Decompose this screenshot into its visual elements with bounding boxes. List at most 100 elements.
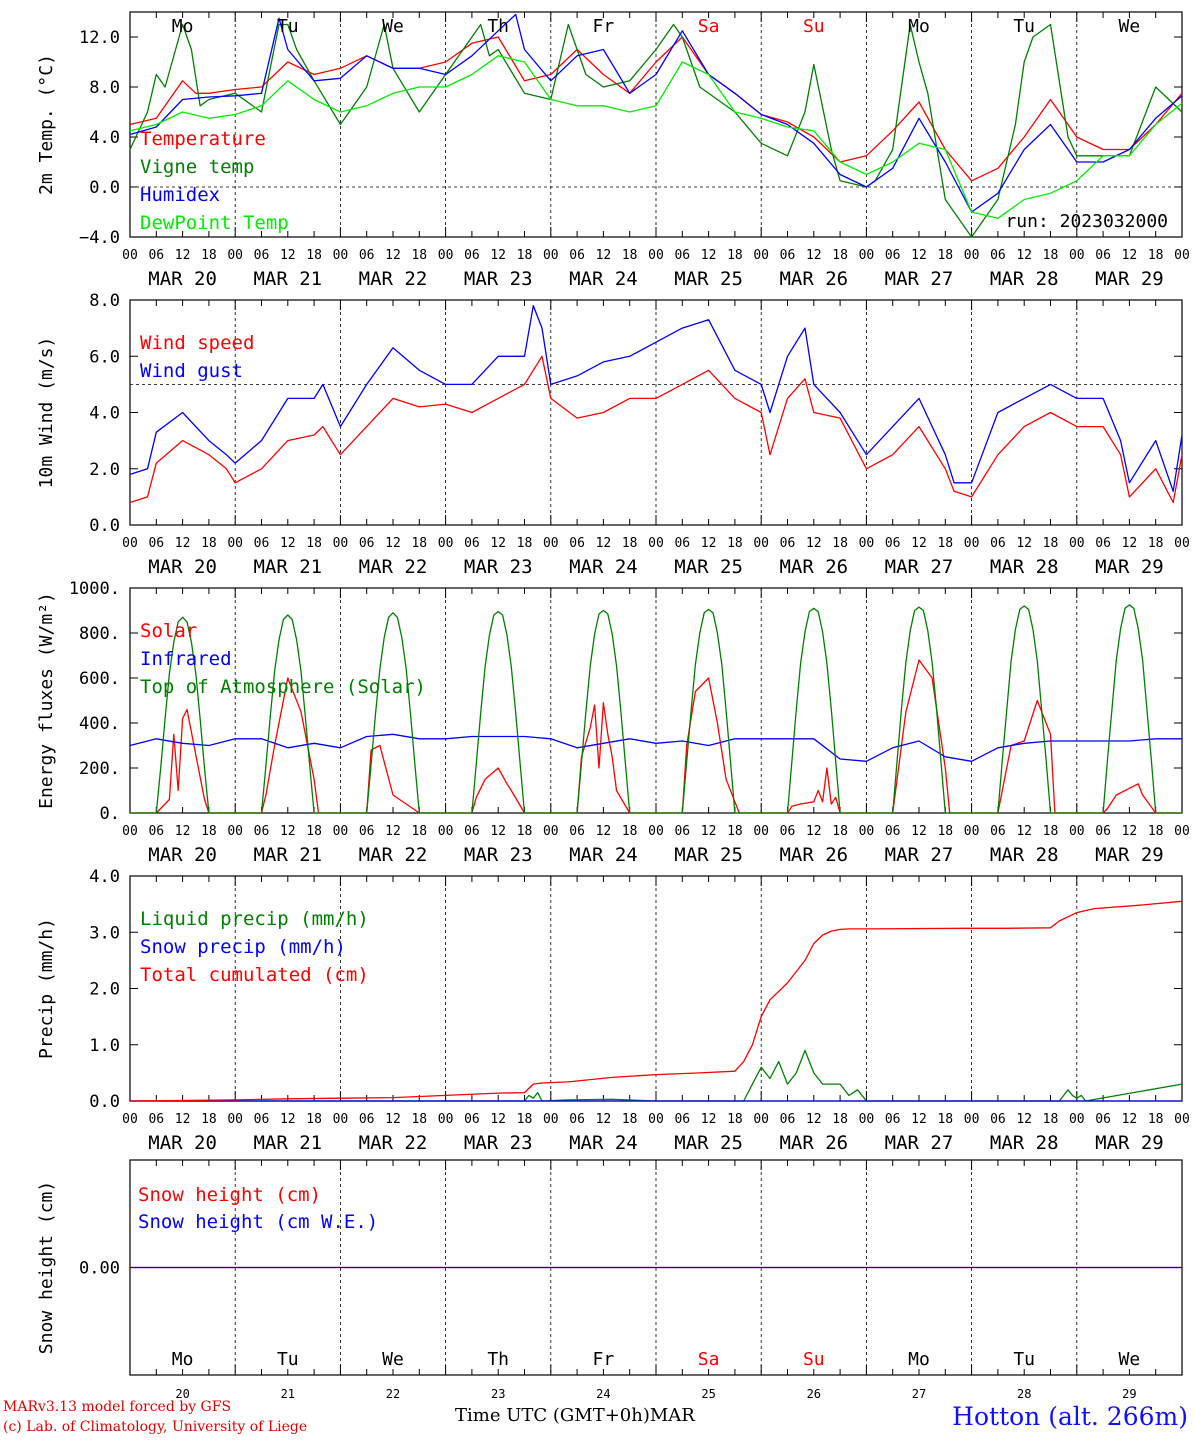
hour-tick-label: 06: [780, 1112, 796, 1127]
hour-tick-label: 06: [254, 824, 270, 839]
legend-entry: Vigne temp: [140, 156, 254, 178]
model-credit: MARv3.13 model forced by GFS: [3, 1399, 232, 1415]
series-line-precip: [129, 900, 1183, 1102]
weekday-label: Tu: [1013, 16, 1035, 37]
panel-snow: 0.00 Snow height (cm) Snow height (cm) Snow…: [36, 1159, 1183, 1401]
date-label: MAR 28: [990, 556, 1059, 578]
series-line-temp: [129, 13, 1183, 213]
hour-tick-label: 06: [1095, 824, 1111, 839]
hour-tick-label: 12: [701, 1112, 717, 1127]
date-label: MAR 26: [779, 556, 848, 578]
hour-tick-label: 18: [411, 536, 427, 551]
hour-tick-label: 12: [490, 248, 506, 263]
y-axis-label: Snow height (cm): [36, 1181, 57, 1354]
date-label: MAR 21: [253, 1132, 322, 1154]
hour-tick-label: 12: [280, 248, 296, 263]
date-label: MAR 25: [674, 556, 743, 578]
weekday-label: Mo: [908, 16, 930, 37]
hour-tick-label: 12: [175, 248, 191, 263]
hour-tick-label: 18: [306, 1112, 322, 1127]
date-label: MAR 29: [1095, 268, 1164, 290]
plot-frame: [129, 299, 1183, 526]
hour-tick-label: 12: [1122, 824, 1138, 839]
hour-tick-label: 12: [1122, 536, 1138, 551]
y-tick-label: 4.0: [89, 867, 120, 887]
hour-tick-label: 18: [1043, 536, 1059, 551]
hour-tick-label: 06: [780, 536, 796, 551]
legend-entry: Infrared: [140, 648, 232, 670]
y-tick-label: 2.0: [89, 980, 120, 1000]
y-axis-label: Precip (mm/h): [36, 918, 57, 1059]
hour-tick-label: 00: [543, 824, 559, 839]
hour-tick-label: 00: [859, 248, 875, 263]
hour-tick-label: 00: [438, 248, 454, 263]
hour-tick-label: 18: [1148, 1112, 1164, 1127]
weekday-label: Su: [803, 1349, 825, 1370]
hour-tick-label: 00: [648, 1112, 664, 1127]
date-label: MAR 28: [990, 1132, 1059, 1154]
legend-entry: Humidex: [140, 184, 220, 206]
hour-tick-label: 18: [727, 536, 743, 551]
hour-tick-label: 12: [385, 1112, 401, 1127]
hour-tick-label: 00: [227, 536, 243, 551]
hour-tick-label: 06: [674, 824, 690, 839]
date-label: MAR 23: [464, 1132, 533, 1154]
date-label: MAR 24: [569, 1132, 638, 1154]
hour-tick-label: 18: [727, 824, 743, 839]
hour-tick-label: 18: [201, 248, 217, 263]
hour-tick-label: 00: [1174, 824, 1190, 839]
date-label: MAR 24: [569, 268, 638, 290]
day-number-label: 28: [1017, 1387, 1031, 1401]
hour-tick-label: 18: [517, 824, 533, 839]
hour-tick-label: 12: [280, 1112, 296, 1127]
plot-frame: [129, 11, 1183, 238]
date-label: MAR 25: [674, 1132, 743, 1154]
hour-tick-label: 06: [464, 824, 480, 839]
y-tick-label: 8.0: [89, 291, 120, 311]
y-tick-label: 3.0: [89, 923, 120, 943]
date-label: MAR 24: [569, 844, 638, 866]
hour-tick-label: 18: [201, 536, 217, 551]
series-line-flux: [129, 733, 1182, 762]
hour-tick-label: 12: [385, 824, 401, 839]
hour-tick-label: 18: [832, 1112, 848, 1127]
hour-tick-label: 00: [859, 536, 875, 551]
hour-tick-label: 18: [1148, 824, 1164, 839]
hour-tick-label: 06: [780, 248, 796, 263]
hour-tick-label: 06: [148, 824, 164, 839]
hour-tick-label: 00: [438, 824, 454, 839]
weekday-label: Sa: [698, 16, 720, 37]
date-label: MAR 24: [569, 556, 638, 578]
weekday-label: Mo: [172, 16, 194, 37]
date-label: MAR 21: [253, 556, 322, 578]
hour-tick-label: 00: [964, 824, 980, 839]
hour-tick-label: 18: [1148, 248, 1164, 263]
weekday-label: Tu: [277, 1349, 299, 1370]
hour-tick-label: 12: [701, 536, 717, 551]
hour-tick-label: 06: [885, 1112, 901, 1127]
date-label: MAR 23: [464, 268, 533, 290]
hour-tick-label: 00: [543, 536, 559, 551]
date-label: MAR 26: [779, 844, 848, 866]
hour-tick-label: 12: [806, 1112, 822, 1127]
hour-tick-label: 18: [517, 1112, 533, 1127]
day-number-label: 21: [281, 1387, 295, 1401]
hour-tick-label: 18: [622, 1112, 638, 1127]
month-label: MAR: [649, 1405, 695, 1426]
hour-tick-label: 12: [1016, 1112, 1032, 1127]
hour-tick-label: 06: [1095, 248, 1111, 263]
date-label: MAR 23: [464, 844, 533, 866]
day-number-label: 22: [386, 1387, 400, 1401]
y-tick-label: 12.0: [79, 28, 120, 48]
legend-entry: Top of Atmosphere (Solar): [140, 676, 426, 698]
hour-tick-label: 00: [227, 824, 243, 839]
legend-entry: Temperature: [140, 128, 266, 150]
hour-tick-label: 00: [648, 248, 664, 263]
hour-tick-label: 06: [569, 1112, 585, 1127]
weekday-label: Tu: [1013, 1349, 1035, 1370]
hour-tick-label: 12: [911, 824, 927, 839]
y-tick-label: 1000.: [69, 579, 120, 599]
y-axis-label: 10m Wind (m/s): [36, 337, 57, 489]
hour-tick-label: 18: [411, 1112, 427, 1127]
hour-tick-label: 06: [569, 536, 585, 551]
